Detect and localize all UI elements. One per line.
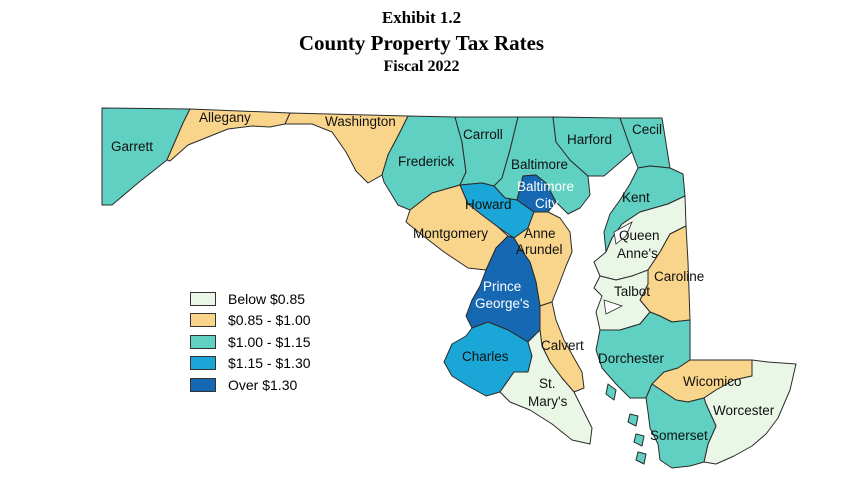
legend-swatch <box>190 313 216 328</box>
legend-swatch <box>190 377 216 392</box>
label-st-marys-1: St. <box>539 376 556 391</box>
label-st-marys-2: Mary's <box>528 394 568 409</box>
label-garrett: Garrett <box>111 139 153 154</box>
legend-swatch <box>190 334 216 349</box>
map-subtitle: Fiscal 2022 <box>383 58 460 75</box>
legend-swatch <box>190 356 216 371</box>
label-caroline: Caroline <box>654 269 704 284</box>
legend-label: $0.85 - $1.00 <box>228 312 311 329</box>
county-somerset-island-1 <box>627 413 639 427</box>
label-somerset: Somerset <box>650 428 708 443</box>
map-legend: Below $0.85 $0.85 - $1.00 $1.00 - $1.15 … <box>190 288 311 396</box>
legend-label: Over $1.30 <box>228 376 298 393</box>
legend-swatch <box>190 291 216 306</box>
county-somerset-island-3 <box>635 451 647 465</box>
label-montgomery: Montgomery <box>413 226 488 241</box>
label-calvert: Calvert <box>541 338 584 353</box>
label-harford: Harford <box>567 132 612 147</box>
county-garrett <box>101 107 191 206</box>
county-worcester <box>703 359 797 465</box>
county-st-marys <box>499 329 593 445</box>
label-carroll: Carroll <box>463 127 503 142</box>
bay-inlet-choptank <box>603 299 624 315</box>
legend-item: Over $1.30 <box>190 374 311 396</box>
label-prince-georges-1: Prince <box>483 279 521 294</box>
label-cecil: Cecil <box>632 122 662 137</box>
county-dorchester-island <box>605 383 617 401</box>
legend-label: $1.00 - $1.15 <box>228 333 311 350</box>
label-dorchester: Dorchester <box>598 351 665 366</box>
label-queen-annes-2: Anne's <box>617 246 658 261</box>
label-talbot: Talbot <box>614 284 650 299</box>
bay-inlet-chester <box>613 221 633 245</box>
legend-label: Below $0.85 <box>228 290 306 307</box>
county-somerset <box>645 383 717 469</box>
map-title: County Property Tax Rates <box>298 31 545 55</box>
legend-item: Below $0.85 <box>190 288 311 310</box>
label-prince-georges-2: George's <box>475 296 530 311</box>
label-queen-annes-1: Queen <box>619 228 660 243</box>
legend-item: $1.15 - $1.30 <box>190 353 311 375</box>
legend-item: $0.85 - $1.00 <box>190 310 311 332</box>
exhibit-number: Exhibit 1.2 <box>381 8 462 27</box>
county-somerset-island-2 <box>633 433 645 447</box>
label-kent: Kent <box>622 190 650 205</box>
label-anne-arundel-2: Arundel <box>516 242 563 257</box>
label-allegany: Allegany <box>199 110 251 125</box>
legend-label: $1.15 - $1.30 <box>228 355 311 372</box>
label-worcester: Worcester <box>713 403 775 418</box>
label-baltimore: Baltimore <box>511 157 568 172</box>
label-anne-arundel-1: Anne <box>524 226 556 241</box>
legend-item: $1.00 - $1.15 <box>190 331 311 353</box>
label-charles: Charles <box>462 349 509 364</box>
label-howard: Howard <box>465 197 512 212</box>
label-baltimore-city-1: Baltimore <box>517 179 574 194</box>
label-washington: Washington <box>325 114 396 129</box>
label-baltimore-city-2: City <box>535 196 558 211</box>
label-frederick: Frederick <box>398 154 455 169</box>
label-wicomico: Wicomico <box>683 374 742 389</box>
